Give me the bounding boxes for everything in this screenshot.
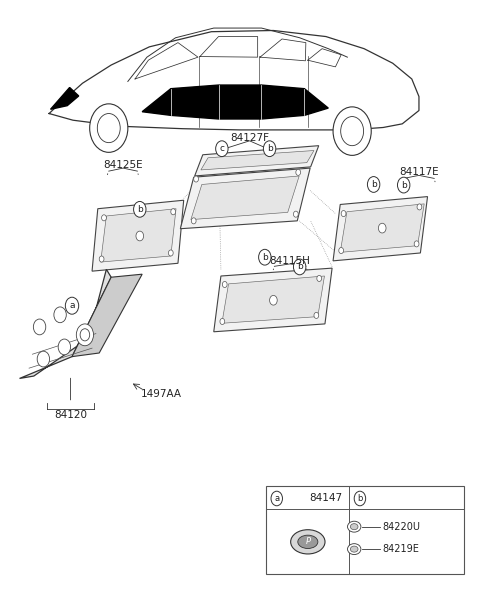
FancyBboxPatch shape <box>266 487 464 574</box>
Circle shape <box>397 177 410 193</box>
Polygon shape <box>222 276 324 323</box>
Polygon shape <box>101 209 176 262</box>
Ellipse shape <box>348 544 361 555</box>
Circle shape <box>220 319 225 325</box>
Circle shape <box>136 231 144 241</box>
Circle shape <box>417 204 422 210</box>
Text: 84127F: 84127F <box>230 133 269 143</box>
Text: 84120: 84120 <box>54 410 87 420</box>
Text: 1497AA: 1497AA <box>141 389 182 400</box>
Circle shape <box>296 169 300 175</box>
Polygon shape <box>333 197 428 261</box>
Text: 84115H: 84115H <box>270 256 311 266</box>
Circle shape <box>378 224 386 233</box>
Circle shape <box>293 259 306 275</box>
Text: 84117E: 84117E <box>399 167 439 177</box>
Text: b: b <box>401 181 407 189</box>
Circle shape <box>194 176 199 182</box>
Circle shape <box>168 250 173 256</box>
Text: c: c <box>219 144 224 153</box>
Text: a: a <box>274 494 279 503</box>
Circle shape <box>58 339 71 355</box>
Polygon shape <box>195 146 319 176</box>
Ellipse shape <box>291 530 325 554</box>
Circle shape <box>264 141 276 157</box>
Text: b: b <box>297 262 302 272</box>
Text: b: b <box>262 253 268 262</box>
Circle shape <box>414 241 419 247</box>
Circle shape <box>293 211 298 217</box>
Ellipse shape <box>348 521 361 532</box>
Ellipse shape <box>298 535 318 549</box>
Circle shape <box>80 329 90 341</box>
Polygon shape <box>191 176 299 220</box>
Circle shape <box>216 141 228 157</box>
Circle shape <box>271 491 282 505</box>
Circle shape <box>341 211 346 217</box>
Text: 84220U: 84220U <box>383 522 421 532</box>
Text: b: b <box>267 144 273 153</box>
Circle shape <box>133 202 146 217</box>
Circle shape <box>65 297 79 314</box>
Circle shape <box>192 218 196 224</box>
Circle shape <box>34 319 46 335</box>
Circle shape <box>54 307 66 323</box>
Text: b: b <box>137 205 143 214</box>
Polygon shape <box>92 200 184 271</box>
Circle shape <box>37 351 49 367</box>
Polygon shape <box>180 168 310 229</box>
Circle shape <box>259 249 271 265</box>
Circle shape <box>354 491 366 505</box>
Circle shape <box>314 312 319 319</box>
Circle shape <box>339 247 344 253</box>
Text: b: b <box>357 494 362 503</box>
Polygon shape <box>340 204 424 252</box>
Text: a: a <box>69 301 75 310</box>
Polygon shape <box>201 150 314 170</box>
Circle shape <box>367 177 380 192</box>
Polygon shape <box>72 274 142 357</box>
Circle shape <box>171 209 176 215</box>
Text: 84125E: 84125E <box>103 160 143 170</box>
Circle shape <box>341 116 364 146</box>
Circle shape <box>76 324 94 346</box>
Polygon shape <box>50 88 79 109</box>
Ellipse shape <box>350 524 358 530</box>
Circle shape <box>222 281 227 287</box>
Ellipse shape <box>350 546 358 552</box>
Circle shape <box>317 275 322 281</box>
Circle shape <box>333 107 371 155</box>
Circle shape <box>97 113 120 143</box>
Circle shape <box>270 295 277 305</box>
Circle shape <box>90 104 128 152</box>
Text: b: b <box>371 180 376 189</box>
Text: 84147: 84147 <box>309 493 342 504</box>
Text: 84219E: 84219E <box>383 544 420 554</box>
Polygon shape <box>142 85 328 119</box>
Text: P: P <box>305 537 311 546</box>
Circle shape <box>102 215 107 221</box>
Polygon shape <box>214 268 332 332</box>
Circle shape <box>99 256 104 262</box>
Polygon shape <box>20 269 111 378</box>
